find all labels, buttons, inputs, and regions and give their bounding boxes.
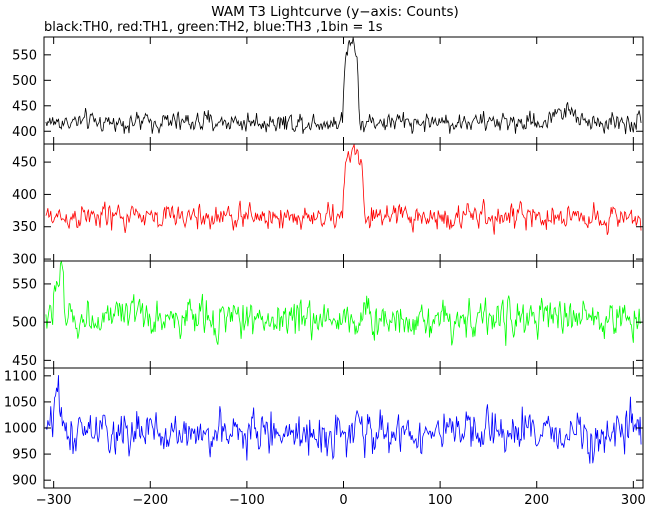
y-tick-label: 1000: [4, 422, 37, 437]
y-tick-label: 500: [12, 316, 37, 331]
x-tick-label: −300: [36, 493, 72, 505]
x-tick-label: 100: [428, 493, 453, 505]
chart-title: WAM T3 Lightcurve (y−axis: Counts): [211, 4, 459, 20]
y-tick-label: 1100: [4, 369, 37, 384]
y-tick-label: 300: [12, 253, 37, 268]
x-axis-ticks: −300 −200 −100 0 100 200 300: [36, 493, 646, 505]
x-tick-label: −200: [132, 493, 168, 505]
series-line-th2: [45, 261, 642, 346]
panel-frame-th3: [43, 367, 644, 489]
series-line-th0: [45, 37, 642, 135]
axes-frame: 400 450 500 550 300 350 400 450 450 500 550 900 950 1…: [4, 36, 644, 489]
series-line-th3: [45, 375, 642, 464]
x-tick-label: 300: [621, 493, 646, 505]
y-tick-label: 450: [12, 99, 37, 114]
y-tick-label: 450: [12, 156, 37, 171]
series-line-th1: [45, 144, 642, 235]
y-tick-label: 450: [12, 354, 37, 369]
chart-subtitle: black:TH0, red:TH1, green:TH2, blue:TH3 …: [44, 20, 383, 35]
y-tick-label: 500: [12, 74, 37, 89]
y-tick-label: 550: [12, 48, 37, 63]
y-tick-label: 350: [12, 220, 37, 235]
x-tick-label: 200: [524, 493, 549, 505]
y-tick-label: 400: [12, 188, 37, 203]
y-tick-label: 550: [12, 277, 37, 292]
y-tick-label: 1050: [4, 395, 37, 410]
y-tick-label: 400: [12, 125, 37, 140]
x-tick-label: 0: [339, 493, 347, 505]
y-tick-label: 900: [12, 474, 37, 489]
x-tick-label: −100: [229, 493, 265, 505]
y-tick-label: 950: [12, 448, 37, 463]
series-layer: [45, 37, 642, 464]
